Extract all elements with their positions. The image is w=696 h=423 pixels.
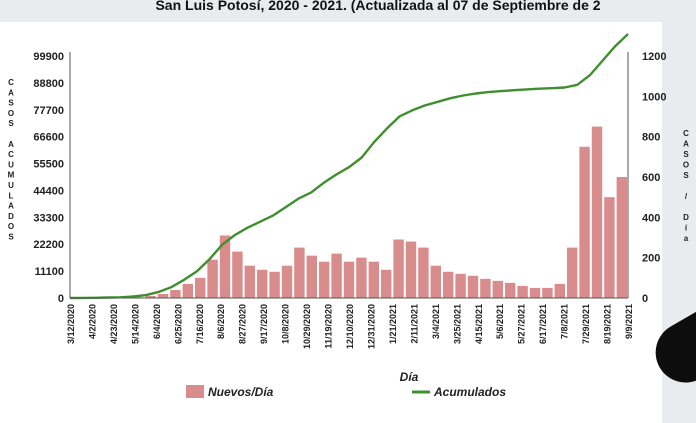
bar [591,126,603,298]
x-tick-label: 7/29/2021 [581,304,591,344]
x-tick-label: 7/8/2021 [560,304,570,339]
bar [480,278,491,298]
bar [467,275,479,298]
y-right-tick-label: 1200 [642,51,666,63]
bar [418,247,429,298]
bar [157,293,169,298]
bar [318,261,330,298]
y-left-tick-label: 66600 [33,132,64,144]
x-tick-label: 4/2/2020 [87,304,97,339]
chart-title: San Luis Potosí, 2020 - 2021. (Actualiza… [155,0,601,13]
x-tick-label: 6/4/2020 [152,304,162,339]
y-left-tick-label: 55500 [33,159,64,171]
x-tick-label: 4/15/2021 [474,304,484,344]
x-tick-label: 9/17/2020 [259,304,269,344]
x-tick-label: 6/25/2020 [173,304,183,344]
bar [616,177,628,298]
x-tick-label: 4/23/2020 [109,304,119,344]
y-left-tick-label: 88800 [33,78,64,90]
bar [442,271,454,298]
legend-label-bars: Nuevos/Día [208,385,274,399]
series-line-acumulados [69,33,629,300]
x-tick-label: 10/8/2020 [281,304,291,344]
bar [579,146,590,298]
bar [405,241,417,298]
x-tick-label: 8/27/2020 [238,304,248,344]
bar [244,265,256,298]
bar [306,255,318,298]
bar [207,259,218,298]
x-axis-label: Día [400,370,419,384]
y-left-tick-label: 44400 [33,185,64,197]
y-left-tick-label: 99900 [33,51,64,63]
bar [380,269,392,298]
bar [430,265,442,298]
x-tick-label: 12/31/2020 [366,304,376,349]
bar [219,235,231,298]
x-tick-label: 9/9/2021 [624,304,634,339]
bar [145,295,156,298]
bar [393,239,404,298]
x-tick-label: 3/25/2021 [452,304,462,344]
x-tick-label: 8/6/2020 [216,304,226,339]
y-right-tick-label: 600 [642,172,660,184]
bar [331,253,342,298]
bar [343,261,355,298]
bar [269,271,280,298]
bar [492,280,504,298]
y-right-tick-label: 200 [642,253,660,265]
x-tick-label: 6/17/2021 [538,304,548,344]
y-left-tick-label: 11100 [35,266,64,278]
bar [294,247,305,298]
x-tick-label: 12/10/2020 [345,304,355,349]
y-left-tick-label: 77700 [33,105,64,117]
x-tick-label: 3/12/2020 [66,304,76,344]
bar [256,269,268,298]
bar [368,261,380,298]
bar [604,197,615,298]
x-tick-label: 5/6/2021 [495,304,505,339]
x-tick-label: 7/16/2020 [195,304,205,344]
bar [554,283,566,298]
y-right-tick-label: 400 [642,212,660,224]
bar [232,251,243,298]
legend-label-line: Acumulados [433,385,506,399]
x-tick-label: 1/21/2021 [388,304,398,344]
x-tick-label: 3/4/2021 [431,304,441,339]
x-tick-label: 5/27/2021 [517,304,527,344]
legend-swatch-bars [186,385,204,398]
x-tick-label: 8/19/2021 [603,304,613,344]
bar [281,265,293,298]
bar [455,273,466,298]
bar [566,247,578,298]
bar [182,283,194,298]
bar [170,289,181,298]
x-tick-label: 2/11/2021 [409,304,419,344]
bar [356,257,367,298]
bar [517,285,528,298]
bar [529,287,541,298]
x-tick-label: 5/14/2020 [130,304,140,344]
bar [504,282,516,298]
bar [194,277,206,298]
y-right-tick-label: 0 [642,293,648,305]
y-right-tick-label: 1000 [642,91,666,103]
x-tick-label: 10/29/2020 [302,304,312,349]
x-tick-label: 11/19/2020 [324,304,334,349]
y-left-tick-label: 33300 [33,212,64,224]
bar [542,287,553,298]
y-left-tick-label: 0 [58,293,64,305]
y-left-tick-label: 22200 [33,239,64,251]
y-right-tick-label: 800 [642,132,660,144]
